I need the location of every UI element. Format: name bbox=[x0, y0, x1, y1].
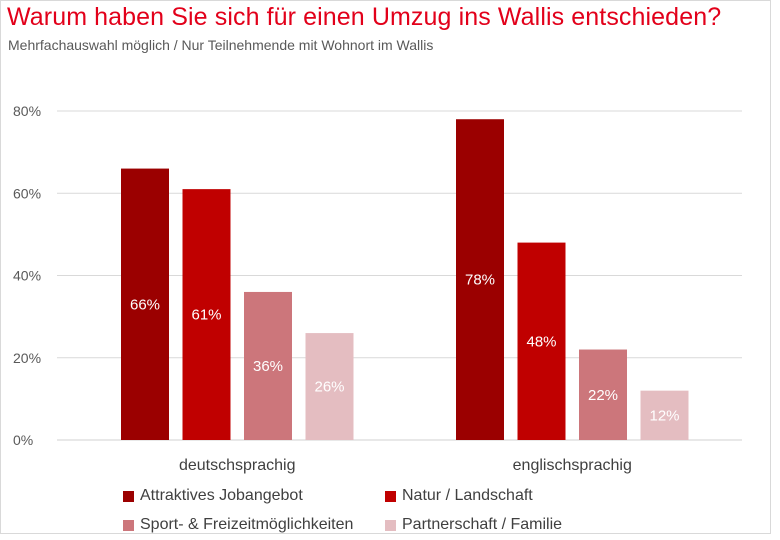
legend-swatch bbox=[385, 519, 396, 531]
legend-item: Partnerschaft / Familie bbox=[385, 516, 562, 534]
data-label: 26% bbox=[314, 379, 344, 396]
legend-swatch bbox=[123, 519, 134, 531]
legend-item: Attraktives Jobangebot bbox=[123, 487, 303, 505]
bar bbox=[305, 333, 354, 440]
legend-swatch bbox=[123, 490, 134, 502]
bar bbox=[182, 189, 231, 440]
data-label: 48% bbox=[526, 333, 556, 350]
chart-subtitle: Mehrfachauswahl möglich / Nur Teilnehmen… bbox=[8, 37, 434, 53]
bar bbox=[517, 242, 566, 440]
y-tick-label: 60% bbox=[13, 185, 41, 201]
bar bbox=[121, 168, 169, 440]
y-tick-label: 0% bbox=[13, 432, 33, 448]
legend-label: Attraktives Jobangebot bbox=[140, 487, 303, 504]
labels: 0% 20% 40% 60% 80% 66% 61% 36% 26% 78% 48% 22% 12% de… bbox=[13, 103, 680, 474]
data-label: 22% bbox=[588, 387, 618, 404]
legend-label: Natur / Landschaft bbox=[402, 487, 533, 504]
legend-label: Partnerschaft / Familie bbox=[402, 516, 563, 533]
chart-frame: Warum haben Sie sich für einen Umzug ins… bbox=[0, 0, 771, 534]
data-label: 61% bbox=[191, 307, 221, 324]
data-label: 78% bbox=[465, 272, 495, 289]
gridlines bbox=[57, 110, 742, 441]
chart-title: Warum haben Sie sich für einen Umzug ins… bbox=[7, 3, 722, 31]
bar-chart: 0% 20% 40% 60% 80% 66% 61% 36% 26% 78% 48% 22% 12% de… bbox=[13, 103, 742, 474]
category-label: deutschsprachig bbox=[179, 457, 296, 474]
legend-item: Sport- & Freizeitmöglichkeiten bbox=[123, 516, 353, 534]
bar bbox=[456, 119, 504, 440]
bar bbox=[579, 349, 627, 440]
bar bbox=[244, 291, 292, 440]
bars bbox=[121, 119, 689, 440]
legend-label: Sport- & Freizeitmöglichkeiten bbox=[140, 516, 354, 533]
y-tick-label: 80% bbox=[13, 103, 41, 119]
y-tick-label: 40% bbox=[13, 268, 41, 284]
data-label: 12% bbox=[649, 407, 679, 424]
data-label: 36% bbox=[253, 358, 283, 375]
legend-swatch bbox=[385, 490, 396, 502]
bar bbox=[640, 390, 689, 440]
legend-item: Natur / Landschaft bbox=[385, 487, 533, 505]
data-label: 66% bbox=[130, 296, 160, 313]
y-tick-label: 20% bbox=[13, 350, 41, 366]
category-label: englischsprachig bbox=[513, 457, 632, 474]
